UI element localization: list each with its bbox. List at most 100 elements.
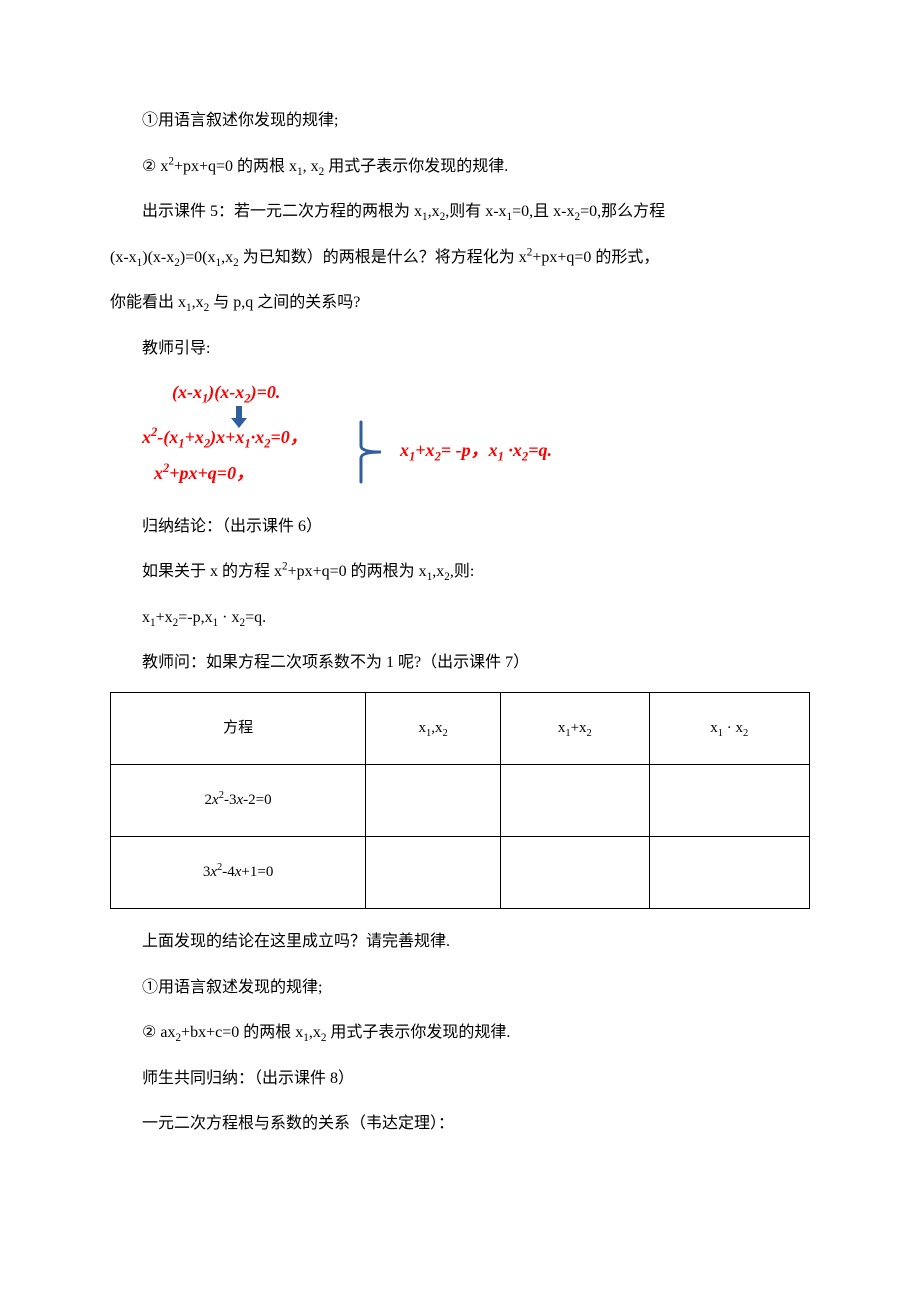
th-product: x1 · x2 (649, 692, 809, 764)
t: 教师问：如果方程二次项系数不为 1 呢?（出示课件 7） (142, 654, 529, 671)
para-slide5-line1: 出示课件 5：若一元二次方程的两根为 x1,x2,则有 x-x1=0,且 x-x… (110, 191, 810, 233)
t: =q. (245, 609, 266, 626)
th-sum: x1+x2 (501, 692, 650, 764)
math-line-2: x2-(x1+x2)x+x1·x2=0， (142, 422, 308, 454)
t: +1=0 (241, 864, 273, 880)
cell-empty (649, 836, 809, 908)
t: 你能看出 x (110, 294, 186, 311)
t: 出示课件 5：若一元二次方程的两根为 x (142, 203, 422, 220)
table-header-row: 方程 x1,x2 x1+x2 x1 · x2 (111, 692, 810, 764)
t: )(x-x (142, 249, 174, 266)
t: -2=0 (243, 792, 271, 808)
t: )x+x (210, 427, 244, 447)
t: +x (156, 609, 173, 626)
para-slide5-line3: 你能看出 x1,x2 与 p,q 之间的关系吗? (110, 282, 810, 324)
math-implication: x1+x2= -p，x1 ·x2=q. (400, 436, 552, 467)
table-row: 2x2-3x-2=0 (111, 764, 810, 836)
t: 师生共同归纳：（出示课件 8） (142, 1070, 354, 1087)
text: ①用语言叙述你发现的规律; (142, 112, 338, 129)
t: 用式子表示你发现的规律. (326, 1024, 510, 1041)
para-joint-summary: 师生共同归纳：（出示课件 8） (110, 1058, 810, 1100)
equations-table: 方程 x1,x2 x1+x2 x1 · x2 2x2-3x-2=0 3x2-4x… (110, 692, 810, 909)
t: +x (571, 720, 587, 736)
para-conclusion-text: 如果关于 x 的方程 x2+px+q=0 的两根为 x1,x2,则: (110, 551, 810, 593)
t: x (710, 720, 718, 736)
para-conclusion-title: 归纳结论：（出示课件 6） (110, 506, 810, 548)
t: x (142, 609, 150, 626)
t: ,x (432, 563, 444, 580)
t: ② x (142, 158, 168, 175)
t: +bx+c=0 的两根 x (181, 1024, 303, 1041)
para-rule-1b: ①用语言叙述发现的规律; (110, 967, 810, 1009)
t: x (400, 440, 409, 460)
t: (x-x (172, 382, 202, 402)
para-slide5-line2: (x-x1)(x-x2)=0(x1,x2 为已知数）的两根是什么？将方程化为 x… (110, 237, 810, 279)
t: )=0(x (180, 249, 216, 266)
t: +x (185, 427, 204, 447)
t: =q. (528, 440, 552, 460)
t: x (142, 427, 151, 447)
t: x (418, 720, 426, 736)
t: ·x (504, 440, 522, 460)
cell-empty (501, 764, 650, 836)
para-rule-1: ①用语言叙述你发现的规律; (110, 100, 810, 142)
cell-empty (366, 836, 501, 908)
para-vieta-title: 一元二次方程根与系数的关系（韦达定理）： (110, 1103, 810, 1145)
para-check-conclusion: 上面发现的结论在这里成立吗？请完善规律. (110, 921, 810, 963)
t: =-p,x (178, 609, 212, 626)
t: x (210, 864, 217, 880)
t: ·x (251, 427, 265, 447)
para-rule-2b: ② ax2+bx+c=0 的两根 x1,x2 用式子表示你发现的规律. (110, 1012, 810, 1054)
para-teacher-question: 教师问：如果方程二次项系数不为 1 呢?（出示课件 7） (110, 642, 810, 684)
t: 教师引导: (142, 340, 210, 357)
t: = -p，x (441, 440, 498, 460)
t: ,则有 x-x (445, 203, 506, 220)
t: · x (723, 720, 743, 736)
t: +px+q=0 的两根 x (174, 158, 297, 175)
t: 归纳结论：（出示课件 6） (142, 518, 322, 535)
t: ,x (428, 203, 440, 220)
t: · x (218, 609, 239, 626)
table-row: 3x2-4x+1=0 (111, 836, 810, 908)
t: )=0. (251, 382, 281, 402)
para-teacher-lead: 教师引导: (110, 328, 810, 370)
th-equation: 方程 (111, 692, 366, 764)
brace-icon (357, 420, 385, 484)
cell-empty (649, 764, 809, 836)
para-rule-2: ② x2+px+q=0 的两根 x1, x2 用式子表示你发现的规律. (110, 146, 810, 188)
t: ② ax (142, 1024, 175, 1041)
t: =0， (271, 427, 308, 447)
t: +x (415, 440, 434, 460)
t: ,x (192, 294, 204, 311)
cell-empty (366, 764, 501, 836)
t: x (154, 463, 163, 483)
cell-eq2: 3x2-4x+1=0 (111, 836, 366, 908)
cell-empty (501, 836, 650, 908)
t: 为已知数）的两根是什么？将方程化为 x (239, 249, 527, 266)
t: , x (303, 158, 319, 175)
t: ,x (431, 720, 442, 736)
t: 如果关于 x 的方程 x (142, 563, 282, 580)
t: 与 p,q 之间的关系吗? (209, 294, 360, 311)
cell-eq1: 2x2-3x-2=0 (111, 764, 366, 836)
t: )(x-x (208, 382, 244, 402)
t: ,x (221, 249, 233, 266)
t: -3 (224, 792, 237, 808)
t: 上面发现的结论在这里成立吗？请完善规律. (142, 933, 450, 950)
t: =0,那么方程 (580, 203, 665, 220)
t: x (212, 792, 219, 808)
t: ,x (309, 1024, 321, 1041)
math-line-3: x2+px+q=0， (154, 458, 254, 488)
t: ,则: (450, 563, 474, 580)
t: 2 (205, 792, 213, 808)
t: 一元二次方程根与系数的关系（韦达定理）： (142, 1115, 454, 1132)
t: 用式子表示你发现的规律. (324, 158, 508, 175)
t: =0,且 x-x (512, 203, 574, 220)
para-conclusion-formula: x1+x2=-p,x1 · x2=q. (110, 597, 810, 639)
t: +px+q=0， (169, 463, 254, 483)
t: -(x (157, 427, 178, 447)
t: +px+q=0 的形式， (532, 249, 659, 266)
t: ①用语言叙述发现的规律; (142, 979, 322, 996)
t: 方程 (223, 720, 253, 736)
th-roots: x1,x2 (366, 692, 501, 764)
